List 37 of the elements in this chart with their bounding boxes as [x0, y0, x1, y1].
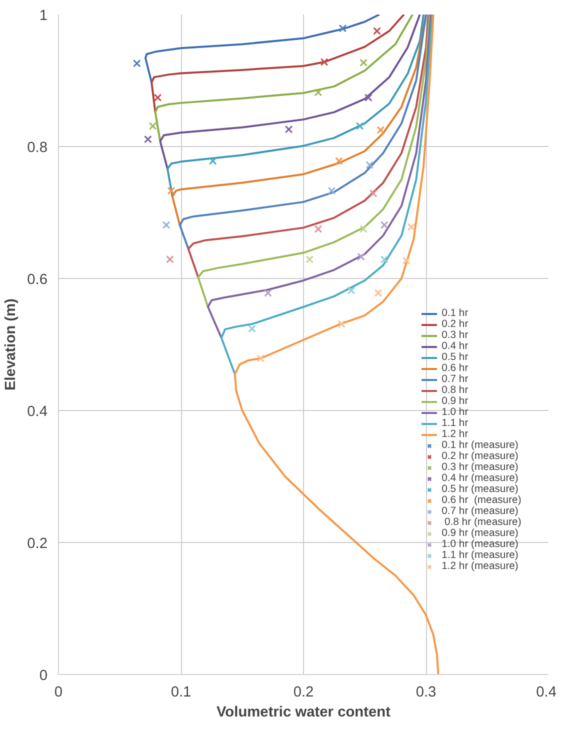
legend-label: 1.1 hr (measure) — [442, 550, 518, 561]
legend-label: 0.4 hr (measure) — [442, 472, 518, 484]
legend-label: 0.6 hr (measure) — [442, 494, 522, 506]
legend-label: 0.7 hr — [442, 374, 468, 385]
legend-label: 0.6 hr — [442, 362, 468, 374]
y-tick-label: 0.2 — [27, 536, 48, 552]
legend-label: 0.4 hr — [442, 340, 468, 352]
legend-label: 0.8 hr — [442, 384, 468, 396]
legend-label: 0.1 hr (measure) — [442, 440, 518, 451]
legend-label: 1.0 hr — [442, 406, 468, 418]
y-tick-label: 0.4 — [27, 404, 48, 420]
legend-label: 0.9 hr — [442, 396, 468, 407]
y-tick-label: 1 — [39, 8, 48, 24]
legend-label: 0.2 hr — [442, 318, 468, 330]
x-tick-label: 0.1 — [170, 684, 192, 700]
y-tick-label: 0 — [39, 668, 48, 684]
legend-label: 0.3 hr — [442, 330, 468, 341]
x-tick-label: 0 — [54, 684, 63, 700]
x-axis-title: Volumetric water content — [216, 704, 391, 720]
legend-label: 1.0 hr (measure) — [442, 538, 518, 550]
legend-label: 0.8 hr (measure) — [443, 516, 522, 528]
legend-label: 0.5 hr — [442, 352, 468, 363]
x-tick-label: 0.4 — [536, 684, 556, 700]
legend-label: 0.9 hr (measure) — [442, 528, 518, 539]
legend-label: 0.7 hr (measure) — [442, 506, 518, 517]
legend-label: 1.1 hr — [442, 418, 468, 429]
y-tick-label: 0.6 — [27, 272, 48, 288]
y-tick-label: 0.8 — [27, 140, 48, 156]
legend-label: 0.1 hr — [442, 308, 468, 319]
legend-label: 0.5 hr (measure) — [442, 484, 518, 495]
legend-label: 0.3 hr (measure) — [442, 462, 518, 473]
y-axis-title: Elevation (m) — [3, 298, 20, 391]
legend-label: 1.2 hr — [442, 428, 468, 440]
x-tick-label: 0.2 — [293, 684, 314, 700]
legend-label: 0.2 hr (measure) — [442, 450, 518, 462]
legend-label: 1.2 hr (measure) — [442, 560, 518, 572]
x-tick-label: 0.3 — [416, 684, 436, 700]
